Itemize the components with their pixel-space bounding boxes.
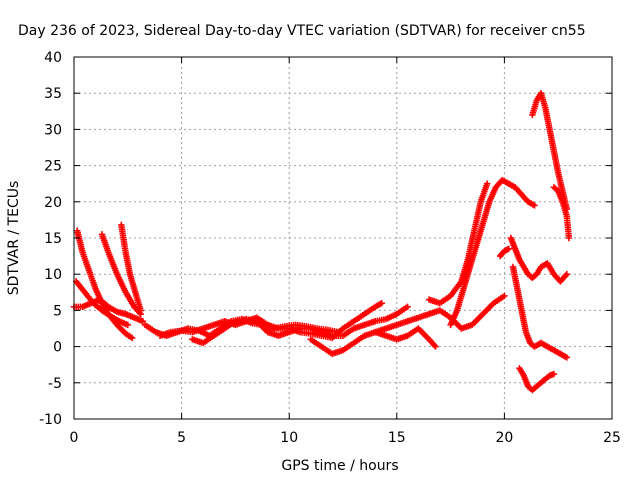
series-track-15 [509,263,571,361]
y-axis-label: SDTVAR / TECUs [6,181,22,296]
series-track-14 [507,234,571,285]
x-tick-label: 5 [177,430,186,446]
x-tick-label: 0 [70,430,79,446]
data-point [483,180,491,187]
series-track-11 [425,180,491,307]
series-track-3 [118,221,144,314]
y-tick-label: 15 [44,231,62,247]
series-track-5 [72,278,131,329]
y-tick-label: 30 [44,122,62,138]
series-track-13 [496,245,512,260]
series-track-8 [189,303,411,347]
data-point [563,354,571,361]
y-tick-label: 40 [44,50,62,66]
y-tick-label: 5 [53,303,62,319]
y-tick-label: 10 [44,267,62,283]
y-tick-label: -10 [39,412,62,428]
y-tick-label: 20 [44,195,62,211]
series-track-2 [98,231,144,318]
series-track-18 [550,184,573,242]
x-tick-label: 15 [388,430,406,446]
data-point [432,343,439,350]
chart-title: Day 236 of 2023, Sidereal Day-to-day VTE… [18,23,586,39]
data-point [128,334,136,342]
y-tick-label: 35 [44,86,62,102]
data-point [531,202,538,209]
y-axis-ticks: -10 -5 0 5 10 15 20 25 30 35 40 [39,50,612,428]
data-point [505,245,512,253]
data-point [501,292,508,300]
x-axis-ticks: 0 5 10 15 20 25 [70,57,621,446]
series-track-17 [529,90,571,213]
data-point [378,299,385,307]
data-marks [70,90,573,394]
x-tick-label: 10 [280,430,298,446]
y-tick-label: 0 [53,340,62,356]
series-track-7 [156,299,385,342]
series-track-16 [516,365,558,394]
y-tick-label: 25 [44,159,62,175]
data-point [137,307,144,314]
grid [74,57,612,419]
series-track-12 [447,176,538,329]
data-point [404,303,411,310]
data-point [550,370,558,378]
data-point [139,318,147,325]
data-point [565,234,573,242]
x-axis-label: GPS time / hours [281,458,398,474]
data-point [563,271,571,278]
series-track-10 [372,292,508,336]
x-tick-label: 20 [495,430,513,446]
data-point [124,321,131,329]
y-tick-label: -5 [48,376,62,392]
x-tick-label: 25 [603,430,621,446]
